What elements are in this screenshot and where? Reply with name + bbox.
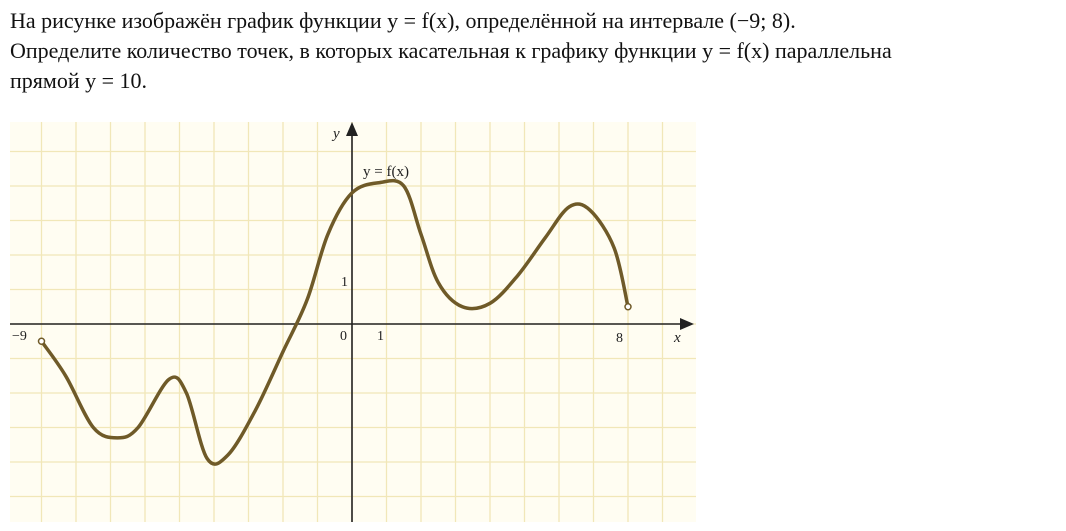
- tick-label-x-8: 8: [616, 331, 623, 346]
- function-graph: −9 0 1 8 1 x y y = f(x): [10, 122, 696, 522]
- tick-label-y-1: 1: [341, 275, 348, 290]
- open-endpoint-left: [37, 337, 46, 345]
- tick-label-x-1: 1: [377, 329, 384, 344]
- open-endpoint-right: [624, 303, 632, 311]
- problem-line-1: На рисунке изображён график функции y = …: [10, 8, 796, 33]
- problem-line-2: Определите количество точек, в которых к…: [10, 38, 892, 63]
- graph-axes: [10, 122, 694, 522]
- curve-label: y = f(x): [363, 164, 409, 180]
- problem-statement: На рисунке изображён график функции y = …: [10, 6, 1060, 96]
- function-graph-figure: −9 0 1 8 1 x y y = f(x): [0, 118, 700, 531]
- problem-line-3: прямой y = 10.: [10, 68, 147, 93]
- y-axis-arrow: [346, 122, 358, 136]
- function-curve: [39, 178, 630, 466]
- y-axis-label: y: [331, 126, 340, 142]
- tick-label-origin: 0: [340, 329, 347, 344]
- x-axis-label: x: [673, 330, 681, 346]
- tick-label-minus-9: −9: [12, 329, 27, 344]
- x-axis-arrow: [680, 318, 694, 330]
- graph-background: [10, 122, 696, 522]
